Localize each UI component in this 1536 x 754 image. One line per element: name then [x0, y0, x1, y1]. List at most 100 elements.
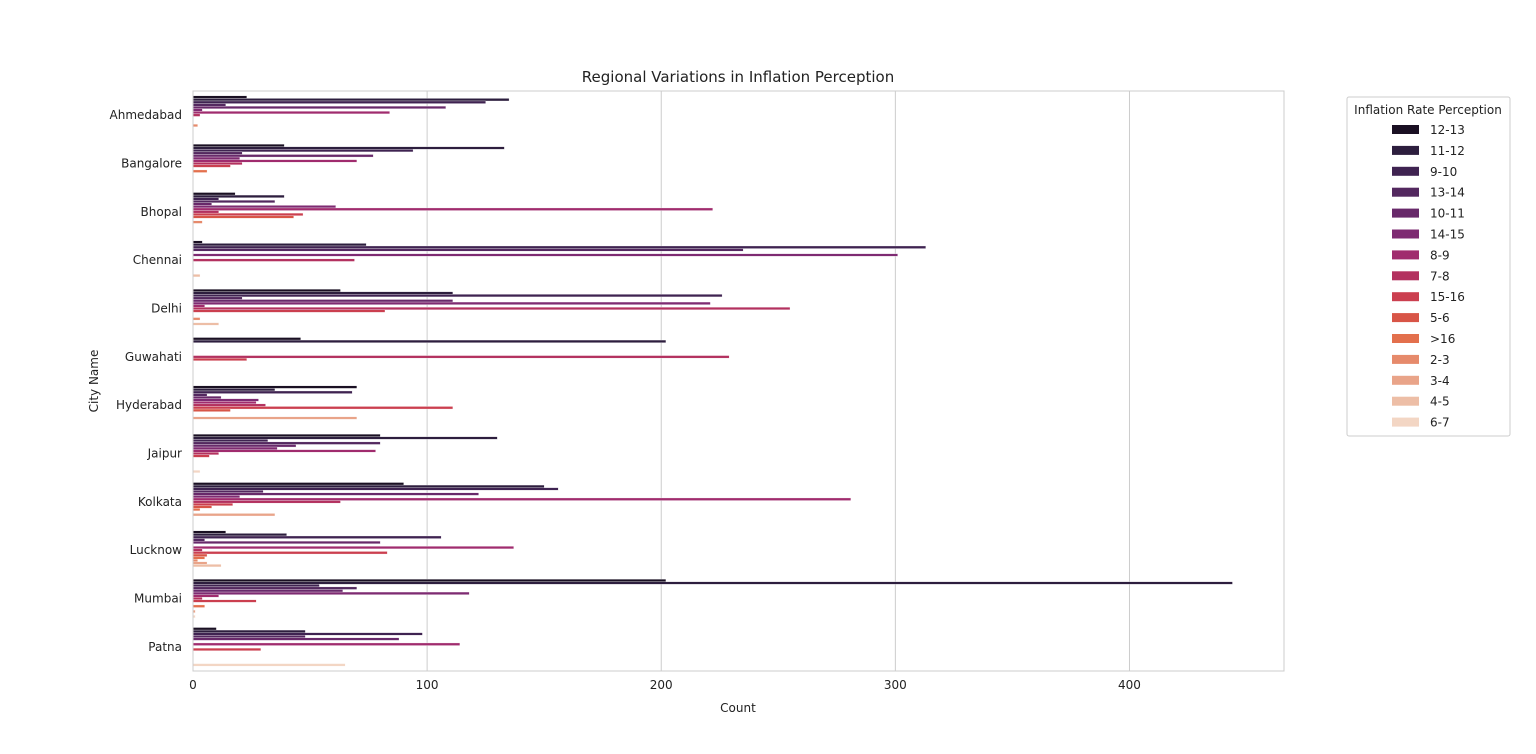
bar-delhi-3	[192, 296, 243, 300]
bar-mumbai-5	[192, 591, 470, 595]
bar-ahmedabad-1	[192, 98, 510, 102]
legend-swatch-10	[1392, 334, 1419, 343]
x-tick-label-4: 400	[1118, 678, 1141, 692]
chart-title: Regional Variations in Inflation Percept…	[582, 68, 894, 86]
legend-label-2: 9-10	[1430, 165, 1457, 179]
y-tick-label-kolkata: Kolkata	[138, 495, 182, 509]
bar-lucknow-4	[192, 540, 381, 544]
bar-jaipur-1	[192, 436, 498, 440]
bar-jaipur-5	[192, 446, 278, 450]
bar-jaipur-3	[192, 441, 381, 445]
bar-delhi-11	[192, 317, 201, 321]
bar-guwahati-8	[192, 357, 247, 361]
bar-patna-6	[192, 642, 461, 646]
bar-bangalore-10	[192, 169, 208, 173]
legend-label-11: 2-3	[1430, 353, 1450, 367]
legend-label-0: 12-13	[1430, 123, 1465, 137]
bar-kolkata-8	[192, 502, 233, 506]
bar-mumbai-6	[192, 594, 219, 598]
legend-label-4: 10-11	[1430, 207, 1465, 221]
bar-bhopal-0	[192, 192, 236, 196]
bar-lucknow-11	[192, 559, 198, 562]
legend-label-1: 11-12	[1430, 144, 1465, 158]
bar-mumbai-8	[192, 599, 257, 603]
x-tick-label-1: 100	[416, 678, 439, 692]
legend-swatch-12	[1392, 375, 1419, 385]
legend-swatch-9	[1392, 313, 1419, 323]
bar-bhopal-6	[192, 207, 713, 211]
legend-label-12: 3-4	[1430, 374, 1450, 388]
bar-ahmedabad-5	[192, 108, 203, 112]
legend-swatch-4	[1392, 208, 1419, 218]
bar-hyderabad-2	[192, 390, 353, 394]
bar-bangalore-8	[192, 164, 231, 168]
legend-swatch-13	[1392, 396, 1419, 406]
bar-hyderabad-4	[192, 395, 222, 399]
bars-layer	[192, 95, 1233, 667]
bar-lucknow-2	[192, 535, 442, 539]
bar-hyderabad-1	[192, 388, 276, 392]
legend-swatch-8	[1392, 292, 1419, 302]
legend-label-3: 13-14	[1430, 186, 1465, 200]
legend-swatch-6	[1392, 250, 1419, 260]
bar-guwahati-1	[192, 339, 667, 343]
bar-bhopal-3	[192, 200, 276, 203]
bar-bhopal-2	[192, 197, 219, 201]
bar-kolkata-7	[192, 500, 341, 504]
legend-swatch-14	[1392, 417, 1419, 427]
bar-jaipur-0	[192, 434, 381, 437]
bar-chennai-7	[192, 258, 355, 262]
bar-mumbai-1	[192, 581, 1233, 585]
y-tick-label-hyderabad: Hyderabad	[116, 398, 182, 412]
y-tick-label-jaipur: Jaipur	[147, 447, 182, 461]
bar-mumbai-10	[192, 604, 205, 608]
bar-delhi-8	[192, 309, 386, 313]
bar-patna-2	[192, 632, 423, 636]
y-tick-label-bangalore: Bangalore	[121, 157, 182, 171]
legend-swatch-1	[1392, 145, 1419, 155]
legend-label-10: >16	[1430, 332, 1455, 346]
bar-lucknow-12	[192, 561, 208, 565]
bar-hyderabad-8	[192, 406, 454, 410]
bar-lucknow-3	[192, 538, 205, 542]
bar-patna-4	[192, 637, 400, 641]
bar-chennai-3	[192, 248, 744, 252]
legend-label-9: 5-6	[1430, 311, 1450, 325]
bar-bangalore-5	[192, 156, 240, 160]
bar-mumbai-7	[192, 597, 203, 600]
bar-lucknow-10	[192, 556, 205, 560]
bar-hyderabad-5	[192, 398, 259, 402]
bar-kolkata-10	[192, 508, 201, 512]
bar-bangalore-2	[192, 149, 414, 153]
bar-bangalore-7	[192, 162, 243, 165]
legend-label-7: 7-8	[1430, 269, 1450, 283]
legend-label-6: 8-9	[1430, 248, 1450, 262]
y-tick-label-delhi: Delhi	[151, 302, 182, 316]
bar-chennai-2	[192, 245, 926, 249]
bar-ahmedabad-7	[192, 113, 201, 117]
bar-kolkata-6	[192, 497, 852, 501]
bar-bhopal-7	[192, 210, 219, 214]
bar-mumbai-4	[192, 589, 343, 593]
bar-mumbai-3	[192, 586, 358, 590]
bar-chennai-13	[192, 274, 201, 278]
legend-label-13: 4-5	[1430, 395, 1450, 409]
bar-lucknow-9	[192, 553, 208, 557]
bar-delhi-6	[192, 304, 205, 308]
bar-bhopal-8	[192, 212, 304, 216]
legend-swatch-3	[1392, 187, 1419, 197]
bar-bhopal-4	[192, 202, 212, 206]
y-tick-label-guwahati: Guwahati	[125, 350, 182, 364]
bar-bhopal-9	[192, 215, 294, 219]
bar-bangalore-4	[192, 154, 374, 158]
bar-delhi-2	[192, 294, 723, 298]
bar-patna-3	[192, 635, 306, 638]
bar-hyderabad-3	[192, 393, 208, 397]
legend-swatch-11	[1392, 354, 1419, 364]
bar-hyderabad-6	[192, 401, 257, 405]
y-tick-label-bhopal: Bhopal	[141, 205, 182, 219]
bar-lucknow-8	[192, 551, 388, 555]
bar-chennai-0	[192, 240, 203, 244]
bar-bhopal-1	[192, 194, 285, 198]
legend-swatch-5	[1392, 229, 1419, 239]
